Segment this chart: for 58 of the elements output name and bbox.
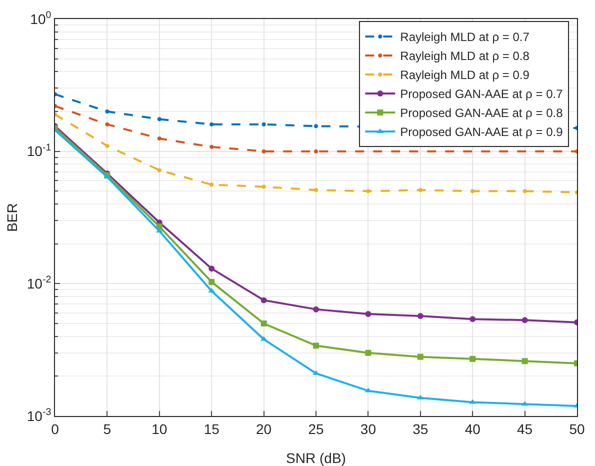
point <box>210 144 214 149</box>
legend-label: Rayleigh MLD at ρ = 0.9 <box>400 68 530 82</box>
point <box>313 306 319 312</box>
y-tick-label: 10$^{-2}$ <box>26 274 52 292</box>
point <box>260 320 267 326</box>
point <box>208 266 215 272</box>
point <box>314 188 318 192</box>
point <box>210 122 214 126</box>
point <box>522 317 528 324</box>
point <box>417 312 424 319</box>
y-tick-label: 10$^{-1}$ <box>26 142 52 160</box>
point <box>105 144 110 148</box>
point <box>366 189 370 194</box>
x-tick-label: 20 <box>256 420 272 437</box>
point <box>470 189 475 194</box>
point <box>157 136 162 141</box>
point <box>314 149 318 154</box>
point <box>105 122 110 126</box>
x-tick-label: 5 <box>103 420 112 437</box>
x-tick-label: 50 <box>569 420 585 437</box>
x-tick-label: 30 <box>360 420 376 437</box>
point <box>418 188 422 192</box>
x-tick-label: 25 <box>308 420 324 437</box>
point <box>210 182 214 187</box>
point <box>522 358 528 364</box>
point <box>157 168 162 172</box>
point <box>208 278 215 285</box>
point <box>470 356 476 362</box>
legend-label: Proposed GAN-AAE at ρ = 0.7 <box>400 87 564 102</box>
y-tick-label: 10$^{0}$ <box>30 10 52 27</box>
point <box>260 297 267 304</box>
x-axis-title: SNR (dB) <box>286 450 346 466</box>
line-series <box>55 104 577 154</box>
point <box>365 310 372 317</box>
point <box>313 342 319 349</box>
legend-label: Proposed GAN-AAE at ρ = 0.8 <box>400 106 564 120</box>
legend-label: Rayleigh MLD at ρ = 0.8 <box>400 49 530 64</box>
point <box>314 124 318 128</box>
x-tick-label: 10 <box>152 420 168 437</box>
point <box>262 184 266 189</box>
x-tick-label: 40 <box>464 420 481 437</box>
x-tick-label: 15 <box>204 420 220 437</box>
legend-label: Proposed GAN-AAE at ρ = 0.9 <box>400 125 564 140</box>
point <box>262 149 266 154</box>
point <box>470 316 476 322</box>
x-tick-label: 0 <box>51 420 60 437</box>
x-tick-label: 35 <box>412 420 428 437</box>
legend-label: Rayleigh MLD at ρ = 0.7 <box>400 30 530 44</box>
y-axis-title: BER <box>4 203 20 232</box>
y-tick-label: 10$^{-3}$ <box>26 407 52 424</box>
point <box>157 117 162 122</box>
point <box>312 370 320 375</box>
point <box>522 189 527 194</box>
x-tick-label: 45 <box>517 420 533 437</box>
point <box>417 354 424 360</box>
point <box>365 350 372 356</box>
point <box>262 122 266 126</box>
point <box>105 110 110 114</box>
